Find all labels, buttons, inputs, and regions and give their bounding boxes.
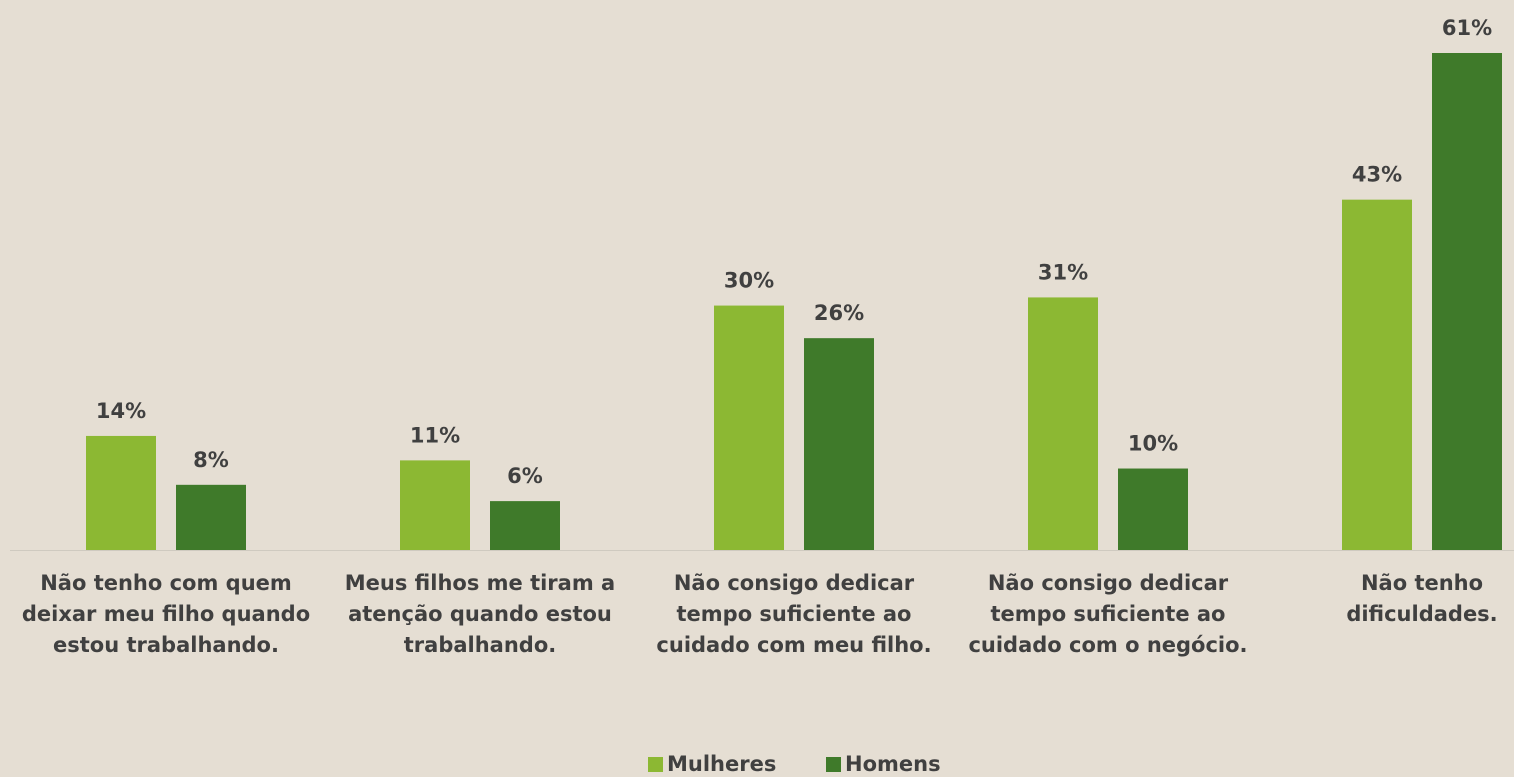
category-label: Não consigo dedicar tempo suficiente ao …	[968, 571, 1248, 657]
category-label: Meus filhos me tiram a atenção quando es…	[344, 571, 616, 657]
bar	[1432, 53, 1502, 550]
bar	[1118, 468, 1188, 550]
data-label: 61%	[1442, 16, 1492, 40]
category-label: Não consigo dedicar tempo suficiente ao …	[656, 571, 932, 657]
legend-item: Mulheres	[648, 752, 776, 776]
bar	[490, 501, 560, 550]
bar	[400, 460, 470, 550]
data-label: 26%	[814, 301, 864, 325]
data-label: 14%	[96, 399, 146, 423]
data-label: 11%	[410, 423, 460, 447]
data-label: 8%	[193, 448, 229, 472]
legend-label: Homens	[845, 752, 941, 776]
data-label: 10%	[1128, 432, 1178, 456]
data-label: 30%	[724, 269, 774, 293]
legend-item: Homens	[826, 752, 941, 776]
data-label: 6%	[507, 464, 543, 488]
legend-swatch	[648, 756, 663, 772]
category-label: Não tenho com quem deixar meu filho quan…	[21, 571, 311, 657]
bar	[1342, 199, 1412, 550]
bar	[176, 484, 246, 550]
bar	[1028, 297, 1098, 550]
data-label: 31%	[1038, 260, 1088, 284]
bar	[714, 305, 784, 550]
data-label: 43%	[1352, 163, 1402, 187]
legend-label: Mulheres	[667, 752, 777, 776]
category-label: Não tenho dificuldades.	[1346, 571, 1498, 626]
legend-swatch	[826, 756, 841, 772]
bar	[86, 435, 156, 550]
bar	[804, 338, 874, 550]
